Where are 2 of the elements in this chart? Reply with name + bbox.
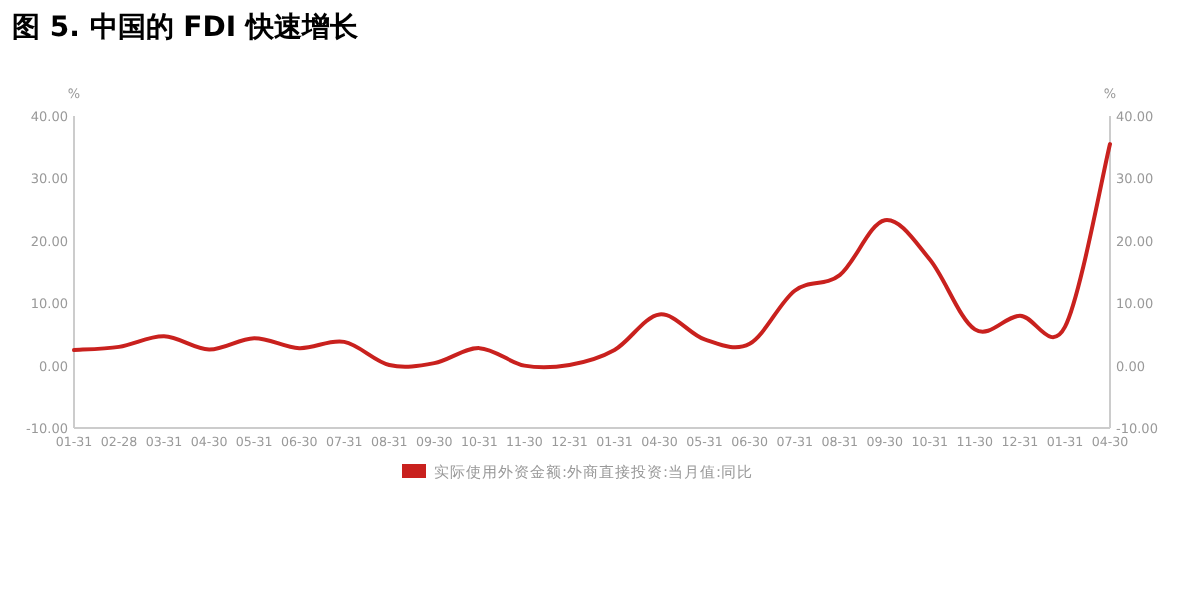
line-series <box>72 142 1112 370</box>
chart-title: 图 5. 中国的 FDI 快速增长 <box>12 12 360 44</box>
